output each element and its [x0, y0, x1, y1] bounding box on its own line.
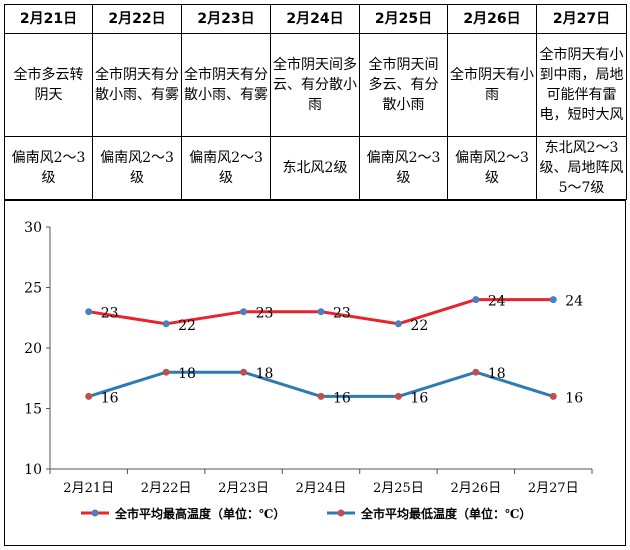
data-label: 16	[333, 390, 351, 406]
data-label: 22	[410, 318, 428, 334]
data-label: 16	[101, 390, 119, 406]
data-label: 23	[101, 306, 119, 322]
date-cell: 2月23日	[181, 4, 271, 34]
data-point	[317, 308, 325, 316]
weather-cell: 全市阴天间多云、有分散小雨	[359, 33, 448, 137]
date-cell: 2月24日	[270, 4, 360, 34]
legend-marker	[337, 509, 345, 517]
x-tick-label: 2月22日	[141, 481, 192, 496]
date-cell: 2月26日	[447, 4, 537, 34]
legend-label: 全市平均最高温度（单位：℃）	[114, 506, 285, 521]
date-cell: 2月21日	[4, 4, 93, 34]
data-label: 23	[256, 306, 274, 322]
temperature-line-chart: 10 15 20 25 30 2月21日 2月22日 2月23日 2月24日 2月25日 2月26日…	[24, 220, 593, 521]
weather-cell: 全市阴天间多云、有分散小雨	[270, 33, 360, 137]
x-tick-label: 2月21日	[63, 481, 114, 496]
data-label: 18	[178, 366, 196, 382]
data-point	[240, 308, 248, 316]
wind-cell: 偏南风2～3级	[4, 136, 93, 200]
data-label: 24	[565, 294, 583, 310]
x-tick-label: 2月26日	[450, 481, 501, 496]
data-point	[162, 368, 170, 376]
wind-row: 偏南风2～3级 偏南风2～3级 偏南风2～3级 东北风2级 偏南风2～3级 偏南…	[4, 136, 627, 200]
weather-cell: 全市多云转阴天	[4, 33, 93, 137]
legend-marker	[91, 509, 99, 517]
data-point	[85, 308, 93, 316]
y-tick-label: 25	[24, 281, 42, 297]
data-label: 24	[488, 294, 506, 310]
wind-cell: 偏南风2～3级	[92, 136, 182, 200]
wind-cell: 东北风2～3级、局地阵风5～7级	[536, 136, 627, 200]
temperature-chart-panel: 10 15 20 25 30 2月21日 2月22日 2月23日 2月24日 2月25日 2月26日…	[4, 200, 626, 546]
data-point	[549, 296, 557, 304]
wind-cell: 东北风2级	[270, 136, 360, 200]
wind-cell: 偏南风2～3级	[181, 136, 271, 200]
date-cell: 2月22日	[92, 4, 182, 34]
date-row: 2月21日 2月22日 2月23日 2月24日 2月25日 2月26日 2月27…	[4, 4, 627, 34]
data-point	[394, 392, 402, 400]
y-tick-label: 30	[24, 220, 42, 236]
data-point	[162, 320, 170, 328]
weather-cell: 全市阴天有小到中雨，局地可能伴有雷电，短时大风	[536, 33, 627, 137]
wind-cell: 偏南风2～3级	[359, 136, 448, 200]
legend-label: 全市平均最低温度（单位：℃）	[360, 506, 531, 521]
data-label: 23	[333, 306, 351, 322]
x-tick-label: 2月27日	[528, 481, 579, 496]
data-point	[549, 392, 557, 400]
data-label: 22	[178, 318, 196, 334]
weather-cell: 全市阴天有分散小雨、有雾	[92, 33, 182, 137]
weather-cell: 全市阴天有小雨	[447, 33, 537, 137]
weather-cell: 全市阴天有分散小雨、有雾	[181, 33, 271, 137]
series-line	[88, 370, 554, 398]
wind-cell: 偏南风2～3级	[447, 136, 537, 200]
data-point	[240, 368, 248, 376]
x-tick-label: 2月24日	[296, 481, 347, 496]
data-point	[472, 296, 480, 304]
forecast-table: 2月21日 2月22日 2月23日 2月24日 2月25日 2月26日 2月27…	[4, 4, 627, 200]
forecast-panel: 2月21日 2月22日 2月23日 2月24日 2月25日 2月26日 2月27…	[4, 4, 627, 546]
weather-row: 全市多云转阴天 全市阴天有分散小雨、有雾 全市阴天有分散小雨、有雾 全市阴天间多…	[4, 33, 627, 137]
date-cell: 2月25日	[359, 4, 448, 34]
x-tick-label: 2月23日	[218, 481, 269, 496]
data-point	[394, 320, 402, 328]
data-point	[472, 368, 480, 376]
data-label: 18	[256, 366, 274, 382]
data-label: 18	[488, 366, 506, 382]
data-label: 16	[410, 390, 428, 406]
date-cell: 2月27日	[536, 4, 627, 34]
data-point	[85, 392, 93, 400]
y-tick-label: 15	[24, 402, 42, 418]
data-point	[317, 392, 325, 400]
y-tick-label: 10	[24, 462, 42, 478]
x-tick-label: 2月25日	[373, 481, 424, 496]
y-tick-label: 20	[24, 341, 42, 357]
data-label: 16	[565, 390, 583, 406]
